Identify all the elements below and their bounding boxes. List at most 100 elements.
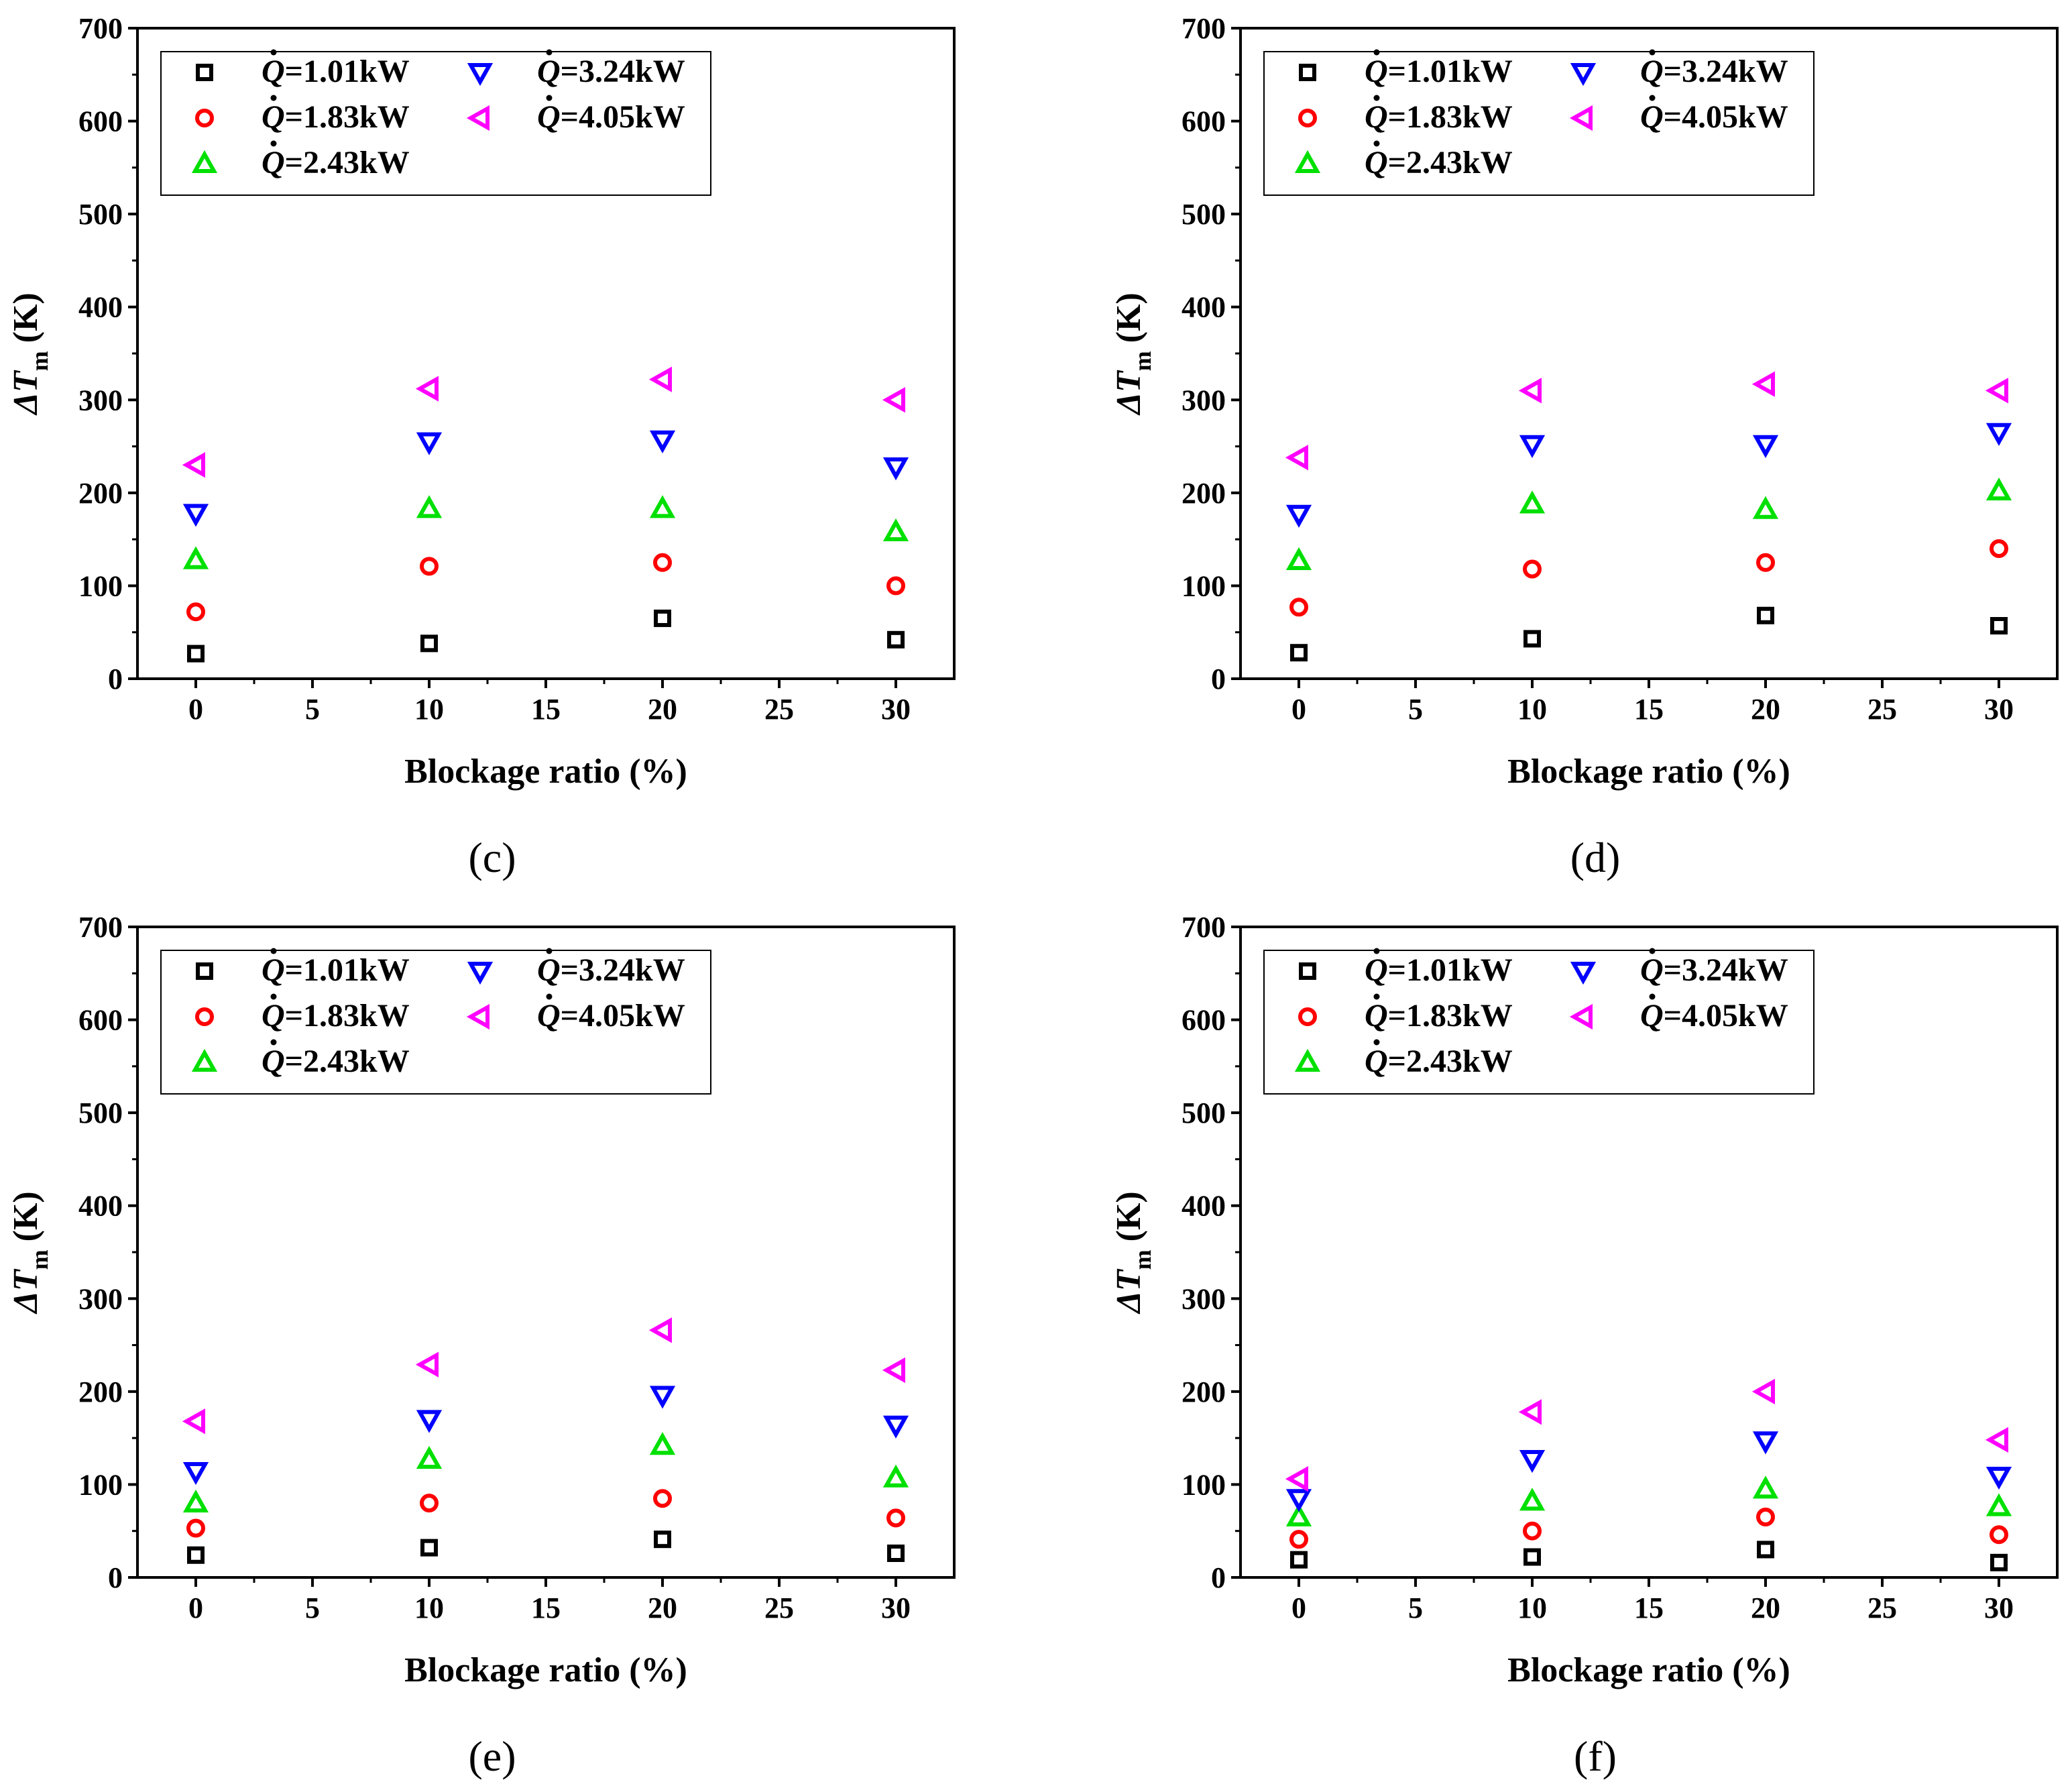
- data-point: [420, 634, 438, 653]
- legend-marker: [1298, 1007, 1317, 1026]
- y-tick-label: 100: [1182, 1468, 1226, 1501]
- y-tick-label: 300: [78, 384, 123, 416]
- data-point: [1757, 1541, 1774, 1559]
- y-tick-label: 0: [1211, 663, 1226, 695]
- legend-entry: Q=4.05kW: [466, 95, 685, 135]
- legend-label: Q=1.83kW: [1365, 99, 1513, 135]
- legend-value: =4.05kW: [561, 99, 685, 135]
- data-point: [1290, 1551, 1308, 1569]
- data-point: [182, 452, 205, 478]
- legend-label: Q=1.01kW: [262, 952, 410, 988]
- data-point: [1757, 606, 1774, 624]
- series-triangle-up: [1285, 1475, 2012, 1526]
- legend-label: Q=1.83kW: [262, 99, 410, 135]
- data-point: [1756, 553, 1775, 572]
- legend-label: Q=1.01kW: [1365, 952, 1513, 988]
- legend-symbol: Q: [1365, 998, 1388, 1034]
- x-tick-label: 15: [1634, 693, 1664, 726]
- data-point: [182, 1490, 209, 1513]
- legend-symbol: Q: [262, 145, 285, 180]
- legend-entry: Q=3.24kW: [467, 948, 685, 988]
- y-axis-title: ΔTm (K): [7, 292, 53, 415]
- legend-entry: Q=1.01kW: [196, 49, 410, 89]
- legend-dot-accent: [270, 1039, 277, 1046]
- panel-label: (d): [1570, 834, 1621, 881]
- y-tick-label: 600: [1182, 1004, 1226, 1037]
- legend-value: =3.24kW: [561, 54, 685, 89]
- data-point: [187, 645, 205, 663]
- legend-dot-accent: [270, 948, 277, 954]
- x-tick-label: 30: [881, 693, 911, 726]
- x-tick-label: 20: [1751, 693, 1780, 726]
- legend-label: Q=1.83kW: [1365, 998, 1513, 1034]
- legend-symbol: Q: [1640, 952, 1664, 988]
- data-point: [420, 557, 439, 576]
- panel-label: (f): [1574, 1732, 1617, 1780]
- x-axis-title: Blockage ratio (%): [404, 752, 687, 791]
- legend-entry: Q=1.01kW: [196, 948, 410, 988]
- series-triangle-down: [182, 1386, 909, 1486]
- series-square: [187, 1530, 905, 1564]
- y-tick-label: 100: [1182, 569, 1226, 602]
- series-triangle-up: [182, 495, 909, 569]
- data-point: [1285, 1503, 1312, 1526]
- data-point: [1285, 1465, 1308, 1492]
- data-point: [420, 1539, 438, 1557]
- legend-marker: [191, 150, 218, 173]
- data-point: [1985, 1493, 2012, 1516]
- x-tick-label: 0: [1291, 1592, 1306, 1624]
- legend-value: =4.05kW: [561, 998, 685, 1034]
- y-tick-label: 700: [1182, 911, 1226, 944]
- x-tick-label: 30: [881, 1592, 911, 1624]
- data-point: [1985, 378, 2008, 404]
- legend-dot-accent: [1373, 95, 1380, 101]
- legend-dot-accent: [1649, 993, 1656, 1000]
- legend-marker: [1569, 1003, 1593, 1030]
- data-point: [649, 1386, 676, 1409]
- x-tick-label: 30: [1984, 1592, 2014, 1624]
- legend-label: Q=3.24kW: [1640, 54, 1788, 89]
- legend-marker: [1570, 962, 1597, 985]
- legend-dot-accent: [270, 993, 277, 1000]
- legend-symbol: Q: [262, 99, 285, 135]
- x-tick-label: 25: [1867, 1592, 1897, 1624]
- legend-value: =1.01kW: [285, 54, 410, 89]
- legend-entry: Q=3.24kW: [1570, 948, 1788, 988]
- x-tick-label: 5: [305, 1592, 320, 1624]
- y-axis-title-unit: (K): [7, 292, 45, 343]
- legend-entry: Q=2.43kW: [191, 140, 410, 180]
- legend-label: Q=4.05kW: [537, 99, 685, 135]
- legend-marker: [196, 962, 213, 980]
- series-square: [1290, 606, 2008, 662]
- y-tick-label: 0: [108, 663, 123, 695]
- legend-marker: [1299, 962, 1316, 980]
- legend-box: [1263, 51, 1815, 196]
- legend-label: Q=4.05kW: [1640, 99, 1788, 135]
- y-tick-label: 300: [78, 1282, 123, 1315]
- data-point: [1523, 1548, 1541, 1566]
- x-tick-label: 15: [531, 1592, 561, 1624]
- data-point: [1523, 1521, 1542, 1541]
- data-point: [416, 1445, 443, 1469]
- data-point: [1519, 1488, 1546, 1511]
- data-point: [1285, 504, 1312, 528]
- x-tick-label: 10: [1517, 1592, 1547, 1624]
- legend-box: [1263, 950, 1815, 1095]
- data-point: [415, 376, 439, 402]
- data-point: [1289, 598, 1308, 617]
- data-point: [882, 457, 909, 481]
- legend-label: Q=2.43kW: [1365, 145, 1513, 180]
- y-axis-title-main: ΔT: [7, 370, 45, 416]
- legend-label: Q=4.05kW: [1640, 998, 1788, 1034]
- data-point: [186, 602, 205, 622]
- data-point: [182, 1408, 205, 1435]
- y-tick-label: 400: [1182, 291, 1226, 324]
- y-tick-label: 200: [78, 1376, 123, 1408]
- data-point: [1523, 559, 1542, 579]
- legend-symbol: Q: [537, 54, 561, 89]
- legend-marker: [1570, 63, 1597, 87]
- x-tick-label: 10: [414, 693, 444, 726]
- series-triangle-down: [1285, 423, 2012, 528]
- x-tick-label: 30: [1984, 693, 2014, 726]
- legend-entry: Q=3.24kW: [467, 49, 685, 89]
